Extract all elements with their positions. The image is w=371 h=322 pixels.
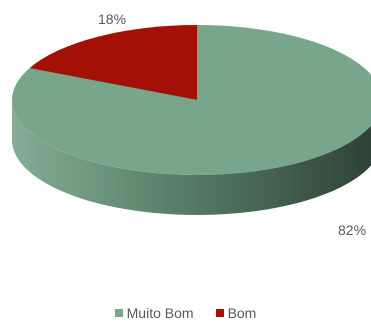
legend-swatch-muito-bom xyxy=(114,309,123,317)
legend-swatch-bom xyxy=(215,309,224,317)
pie-side-muito-bom xyxy=(12,100,371,215)
legend-item-bom[interactable]: Bom xyxy=(215,305,257,321)
pie-slice-muito-bom[interactable] xyxy=(12,25,371,175)
legend: Muito Bom Bom xyxy=(0,305,371,321)
pie-slice-bom[interactable] xyxy=(29,25,197,100)
legend-label-bom: Bom xyxy=(227,305,257,321)
legend-item-muito-bom[interactable]: Muito Bom xyxy=(114,305,194,321)
legend-label-muito-bom: Muito Bom xyxy=(126,305,194,321)
data-label-muito-bom: 82% xyxy=(338,222,367,238)
data-label-bom: 18% xyxy=(98,11,127,27)
